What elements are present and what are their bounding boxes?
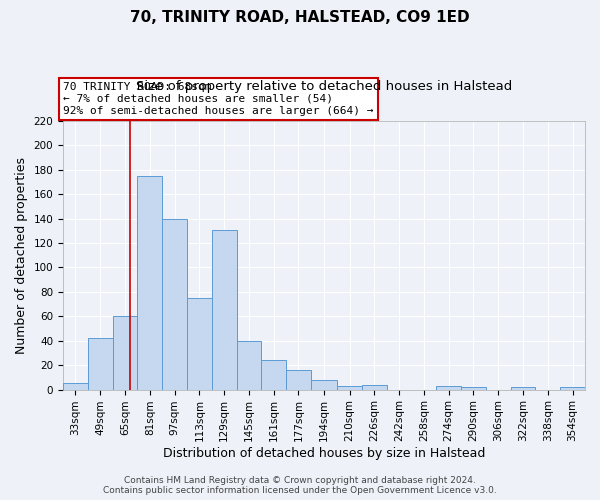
Bar <box>88 338 113 390</box>
Text: 70 TRINITY ROAD: 68sqm
← 7% of detached houses are smaller (54)
92% of semi-deta: 70 TRINITY ROAD: 68sqm ← 7% of detached … <box>63 82 374 116</box>
Bar <box>212 230 236 390</box>
Bar <box>137 176 162 390</box>
Title: Size of property relative to detached houses in Halstead: Size of property relative to detached ho… <box>136 80 512 94</box>
Bar <box>436 386 461 390</box>
Text: Contains HM Land Registry data © Crown copyright and database right 2024.
Contai: Contains HM Land Registry data © Crown c… <box>103 476 497 495</box>
Bar <box>511 387 535 390</box>
X-axis label: Distribution of detached houses by size in Halstead: Distribution of detached houses by size … <box>163 447 485 460</box>
Bar <box>286 370 311 390</box>
Bar <box>461 387 486 390</box>
Bar <box>560 387 585 390</box>
Bar <box>362 384 387 390</box>
Bar <box>261 360 286 390</box>
Bar <box>311 380 337 390</box>
Bar <box>337 386 362 390</box>
Bar <box>63 384 88 390</box>
Bar <box>187 298 212 390</box>
Bar <box>236 340 261 390</box>
Text: 70, TRINITY ROAD, HALSTEAD, CO9 1ED: 70, TRINITY ROAD, HALSTEAD, CO9 1ED <box>130 10 470 25</box>
Bar <box>162 218 187 390</box>
Y-axis label: Number of detached properties: Number of detached properties <box>15 156 28 354</box>
Bar <box>113 316 137 390</box>
